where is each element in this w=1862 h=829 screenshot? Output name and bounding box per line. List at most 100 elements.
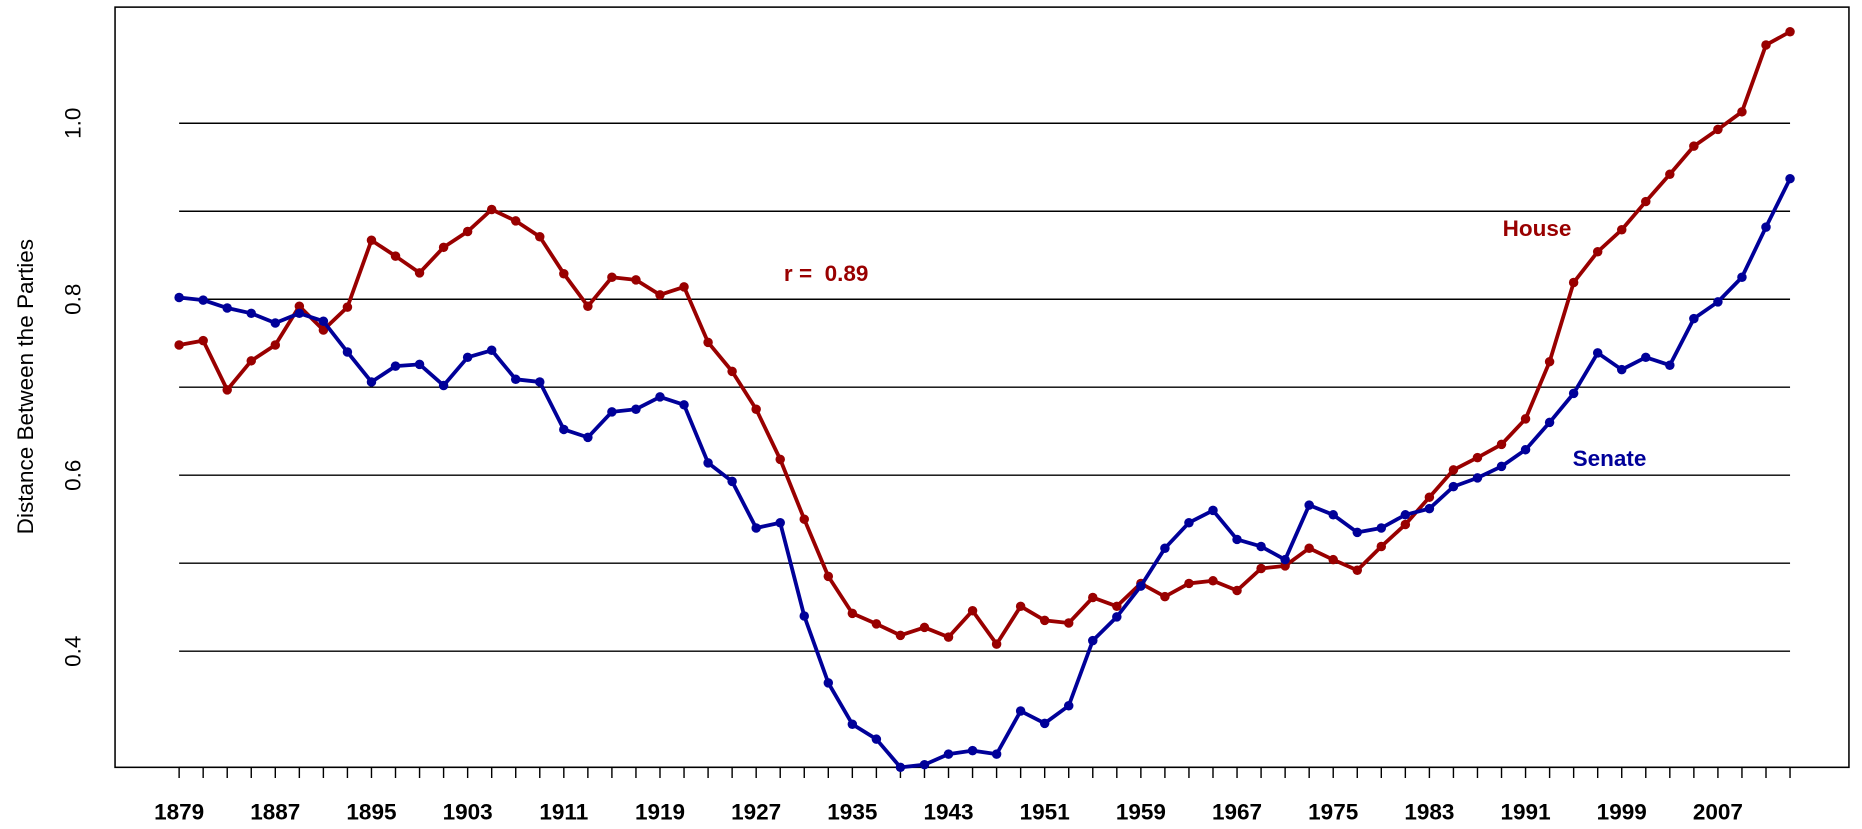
data-point (871, 619, 882, 629)
data-point (414, 359, 425, 370)
data-point (1544, 356, 1555, 367)
data-point (1400, 519, 1411, 530)
data-point (1376, 523, 1387, 533)
data-point (174, 340, 184, 350)
x-tick-label: 1951 (1020, 800, 1070, 825)
data-point (1665, 169, 1675, 180)
data-point (967, 745, 978, 756)
legend-label: Senate (1573, 446, 1647, 471)
data-point (1232, 585, 1242, 596)
data-point (655, 290, 665, 300)
data-point (1616, 224, 1627, 235)
data-point (1063, 618, 1074, 628)
data-point (438, 242, 449, 253)
data-point (342, 347, 353, 357)
data-point (1544, 417, 1555, 428)
data-point (462, 226, 473, 237)
data-point (1568, 277, 1579, 288)
data-point (1136, 581, 1146, 591)
data-point (775, 517, 785, 528)
data-point (727, 476, 737, 487)
data-point (270, 318, 281, 328)
data-point (1112, 601, 1122, 612)
x-tick-label: 1927 (731, 800, 781, 825)
data-point (703, 337, 713, 348)
x-tick-label: 1879 (154, 800, 204, 825)
data-point (943, 749, 954, 759)
data-point (535, 232, 545, 242)
data-point (198, 335, 208, 346)
data-point (1713, 124, 1723, 135)
data-point (1689, 141, 1699, 151)
data-point (318, 316, 329, 326)
data-point (703, 458, 713, 468)
data-point (342, 302, 353, 312)
annotation: r = 0.89 (784, 261, 869, 286)
data-point (1761, 40, 1771, 50)
data-point (1520, 444, 1531, 455)
data-point (1568, 388, 1579, 399)
data-point (486, 345, 497, 356)
data-point (1304, 543, 1314, 553)
data-point (1472, 452, 1483, 463)
data-point (246, 356, 256, 366)
data-point (967, 605, 978, 616)
data-point (991, 639, 1002, 649)
data-point (919, 759, 930, 770)
data-point (583, 432, 593, 443)
data-point (222, 385, 232, 395)
data-point (1160, 543, 1170, 553)
data-point (462, 352, 473, 363)
data-point (799, 611, 809, 621)
x-tick-label: 1903 (443, 800, 493, 825)
data-point (174, 292, 184, 303)
data-point (294, 301, 305, 312)
data-point (1376, 541, 1387, 552)
data-point (1424, 492, 1435, 502)
y-tick-label: 1.0 (61, 108, 86, 139)
data-point (1737, 107, 1747, 117)
y-tick-label: 0.6 (61, 460, 86, 491)
legend-label: House (1503, 216, 1572, 241)
data-point (390, 251, 401, 261)
data-point (1352, 527, 1363, 538)
data-point (1015, 706, 1026, 716)
data-point (438, 380, 449, 391)
data-point (799, 514, 809, 524)
x-tick-label: 1959 (1116, 800, 1166, 825)
data-point (1184, 517, 1194, 528)
data-point (1208, 505, 1218, 516)
data-point (1424, 503, 1435, 514)
data-point (1496, 439, 1507, 450)
data-point (895, 762, 906, 773)
data-point (486, 204, 497, 215)
data-point (246, 308, 256, 319)
data-point (1520, 414, 1531, 424)
data-point (559, 424, 569, 435)
data-point (1280, 554, 1290, 565)
data-point (775, 454, 785, 465)
data-point (583, 301, 593, 312)
data-point (1352, 565, 1363, 575)
data-point (1616, 364, 1627, 375)
data-point (1088, 635, 1098, 646)
data-point (1641, 352, 1651, 363)
data-point (366, 235, 377, 246)
data-point (823, 678, 834, 688)
series-line (178, 30, 1791, 647)
data-point (390, 361, 401, 371)
y-axis-label: Distance Between the Parties (13, 239, 38, 534)
data-point (1592, 348, 1603, 358)
data-point (847, 608, 858, 619)
x-tick-label: 1935 (827, 800, 877, 825)
x-tick-label: 1943 (923, 800, 973, 825)
data-point (366, 377, 377, 387)
x-tick-label: 1919 (635, 800, 685, 825)
data-point (1496, 461, 1507, 472)
data-point (919, 622, 930, 633)
data-point (1015, 601, 1026, 612)
data-point (751, 523, 761, 533)
data-point (1592, 246, 1603, 257)
data-point (1088, 592, 1098, 603)
data-point (871, 734, 882, 744)
